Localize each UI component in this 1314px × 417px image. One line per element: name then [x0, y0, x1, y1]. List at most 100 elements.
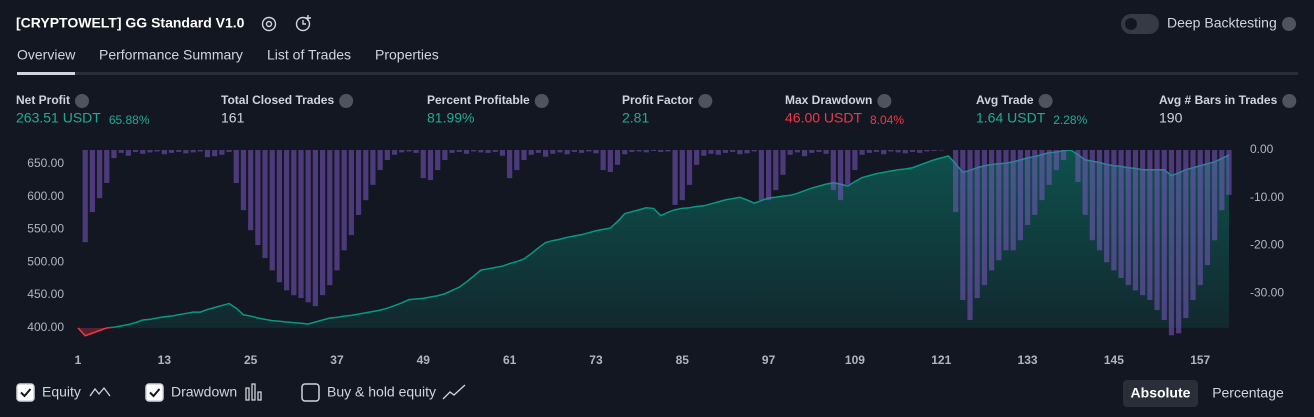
drawdown-bar [471, 150, 477, 152]
tab[interactable]: Performance Summary [99, 47, 243, 63]
drawdown-bar [866, 150, 872, 153]
x-tick-label: 121 [931, 353, 951, 367]
drawdown-bar [852, 150, 858, 171]
drawdown-bar [363, 150, 369, 201]
metric-label: Profit Factor [622, 93, 694, 107]
drawdown-bar [809, 150, 815, 153]
info-icon[interactable] [534, 94, 549, 108]
drawdown-bar [629, 150, 635, 152]
tab[interactable]: Overview [17, 47, 76, 63]
drawdown-bar [327, 150, 333, 286]
drawdown-bar [341, 150, 347, 251]
toggle-label: Deep Backtesting [1167, 15, 1277, 31]
info-icon[interactable] [339, 94, 354, 108]
legend-label: Equity [42, 384, 81, 400]
info-icon[interactable] [75, 94, 89, 108]
drawdown-bar [499, 150, 506, 156]
drawdown-bar [1161, 150, 1167, 320]
drawdown-bar [1096, 150, 1103, 251]
alert-icon[interactable] [295, 15, 312, 32]
x-tick-label: 109 [845, 353, 865, 367]
metric-label: Total Closed Trades [221, 93, 334, 107]
drawdown-bar [269, 150, 275, 271]
drawdown-bar [190, 150, 196, 153]
checkbox[interactable] [145, 383, 164, 402]
x-tick-label: 25 [244, 353, 258, 367]
metric-label: Avg Trade [976, 93, 1034, 107]
legend-label: Drawdown [171, 384, 237, 400]
help-icon[interactable] [1282, 17, 1296, 31]
metric-value: 46.00 USDT [785, 110, 862, 126]
info-icon[interactable] [1038, 94, 1053, 108]
drawdown-bar [478, 150, 484, 153]
checkbox[interactable] [301, 383, 320, 402]
x-tick-label: 133 [1018, 353, 1038, 367]
toggle-knob [1125, 18, 1137, 30]
drawdown-bar [291, 150, 297, 296]
drawdown-bar [413, 150, 419, 153]
info-icon[interactable] [877, 94, 892, 108]
drawdown-bar [118, 150, 124, 153]
drawdown-bar [1017, 150, 1023, 241]
drawdown-bar [1060, 150, 1067, 161]
drawdown-bar [161, 150, 167, 155]
mode-button-active[interactable] [1123, 380, 1198, 407]
x-tick-label: 1 [75, 353, 82, 367]
drawdown-bar [909, 150, 916, 152]
drawdown-bar [708, 150, 714, 154]
drawdown-bar [794, 150, 800, 153]
drawdown-bar [463, 150, 470, 154]
drawdown-bar [672, 150, 678, 205]
drawdown-bar [384, 150, 390, 161]
metric-value: 2.81 [622, 110, 649, 126]
info-icon[interactable] [698, 94, 713, 108]
drawdown-bar [176, 150, 182, 152]
tab[interactable]: List of Trades [267, 47, 351, 63]
drawdown-bar [1147, 150, 1153, 300]
x-tick-label: 13 [158, 353, 172, 367]
check-mark [149, 388, 161, 398]
y2-tick-label: -20.00 [1250, 238, 1284, 252]
tab-indicator [17, 72, 75, 75]
drawdown-bar [737, 150, 743, 155]
drawdown-bar [435, 150, 441, 171]
drawdown-bar [305, 150, 311, 303]
drawdown-bar [593, 150, 599, 154]
drawdown-bar [780, 150, 786, 175]
drawdown-bar [766, 150, 772, 201]
metric-label: Net Profit [16, 93, 70, 107]
drawdown-bar [1053, 150, 1059, 171]
drawdown-bar [1140, 150, 1146, 296]
mode-button[interactable]: Absolute [1131, 385, 1191, 401]
drawdown-bar [1154, 150, 1160, 310]
y-tick-label: 400.00 [27, 320, 64, 334]
tab[interactable]: Properties [375, 47, 439, 63]
settings-icon[interactable] [261, 16, 277, 32]
drawdown-bar [168, 150, 175, 153]
checkbox[interactable] [16, 383, 35, 402]
drawdown-bar [1168, 150, 1175, 336]
mode-button[interactable]: Percentage [1212, 385, 1284, 401]
drawdown-bar [981, 150, 988, 286]
drawdown-bar [622, 150, 628, 155]
drawdown-bar [1032, 150, 1038, 215]
drawdown-bar [996, 150, 1002, 261]
drawdown-bar [607, 150, 613, 172]
metric-sub: 65.88% [109, 113, 150, 127]
drawdown-bar [643, 150, 649, 153]
x-tick-label: 157 [1190, 353, 1210, 367]
drawdown-bar [1082, 150, 1088, 215]
x-tick-label: 49 [417, 353, 431, 367]
metric-value: 81.99% [427, 110, 474, 126]
drawdown-bar [722, 150, 729, 153]
drawdown-bar [1197, 150, 1203, 286]
drawdown-bar [830, 150, 836, 191]
drawdown-bar [1226, 150, 1232, 195]
drawdown-bar [1039, 150, 1045, 201]
drawdown-bar [391, 150, 398, 155]
info-icon[interactable] [1282, 94, 1297, 108]
drawdown-bar [1118, 150, 1124, 278]
legend-label: Buy & hold equity [327, 384, 436, 400]
drawdown-bar [694, 150, 700, 165]
